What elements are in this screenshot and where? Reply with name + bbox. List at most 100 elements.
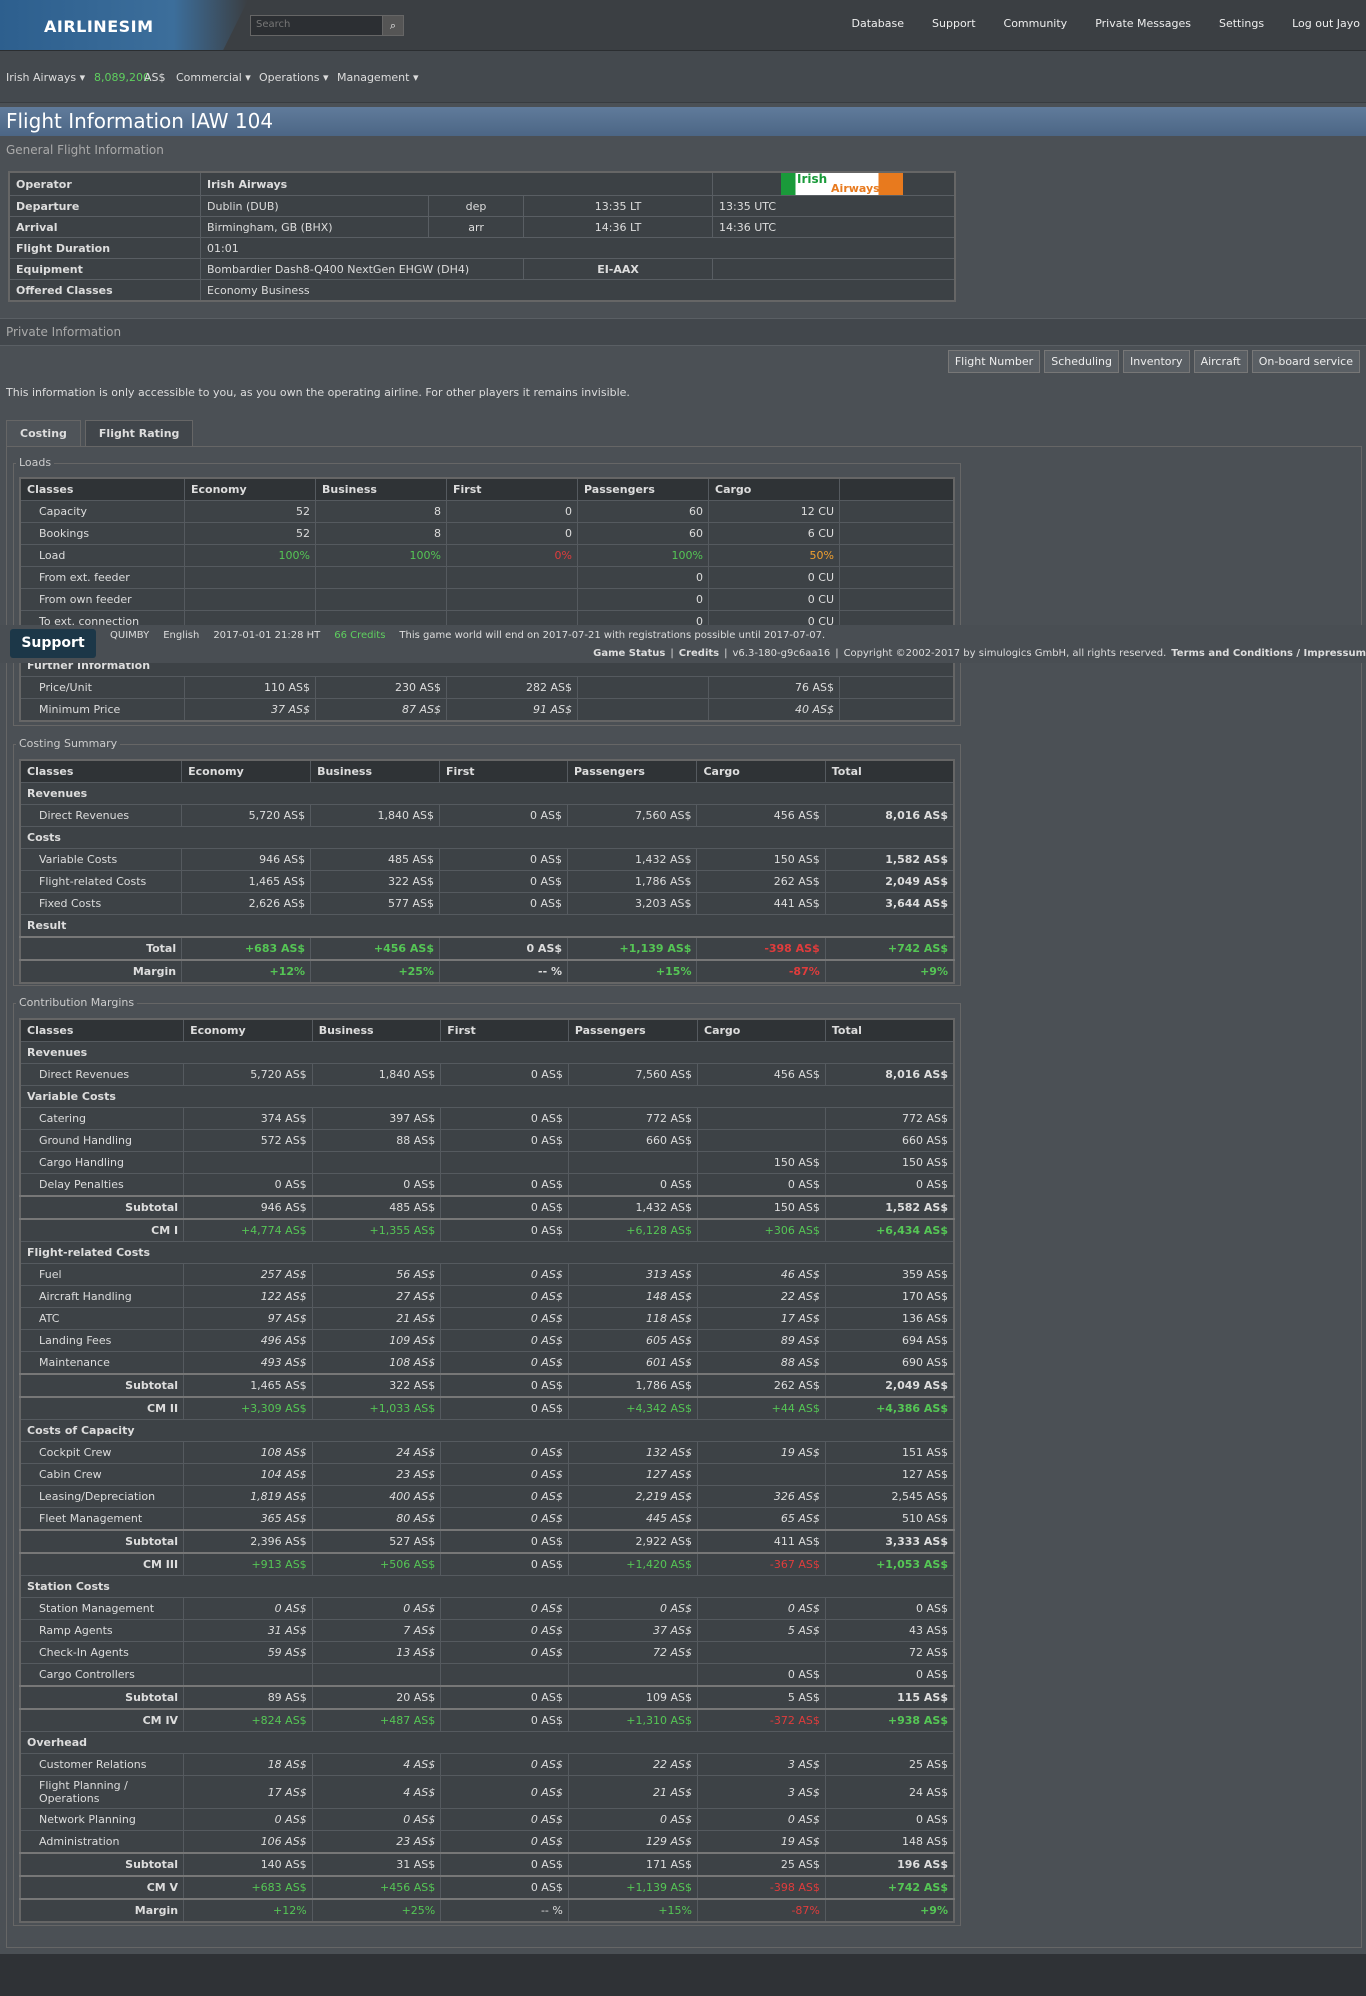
cell: -398 AS$	[697, 1875, 826, 1900]
menu-item[interactable]: Management ▾	[337, 71, 419, 84]
cell: +742 AS$	[824, 936, 955, 961]
search-button[interactable]: ⌕	[382, 15, 404, 36]
cell: 21 AS$	[311, 1307, 442, 1330]
cell: 359 AS$	[824, 1263, 955, 1286]
cell: 0 AS$	[438, 936, 569, 961]
menu-item[interactable]: Settings	[1218, 17, 1265, 30]
cell: 129 AS$	[567, 1830, 699, 1854]
value: Dublin (DUB)	[199, 195, 430, 217]
cell: 7 AS$	[311, 1619, 442, 1642]
column-header: First	[440, 1018, 569, 1042]
menu-item[interactable]: Database	[851, 17, 905, 30]
row: CM II +3,309 AS$ +1,033 AS$ 0 AS$ +4,342 AS$…	[19, 1396, 955, 1420]
cell: 76 AS$	[708, 676, 840, 699]
notice: This game world will end on 2017-07-21 w…	[399, 630, 826, 641]
tab[interactable]: Costing	[6, 420, 81, 446]
status-line: QUIMBY English 2017-01-01 21:28 HT 66 Credi…	[110, 630, 825, 641]
link[interactable]: Game Status	[593, 648, 666, 659]
cell: 0 AS$	[824, 1173, 955, 1197]
menu-item[interactable]: Private Messages	[1095, 17, 1191, 30]
menu-text[interactable]: Management	[337, 71, 410, 84]
cell: 87 AS$	[315, 698, 447, 722]
cell: +1,310 AS$	[567, 1708, 699, 1732]
airline-menu[interactable]: Irish Airways ▾	[6, 71, 86, 84]
menu-item[interactable]: Log out Jayo	[1292, 17, 1360, 30]
fieldset: Contribution Margins	[13, 996, 961, 1926]
cell: 485 AS$	[310, 848, 440, 871]
cell: 5,720 AS$	[183, 1063, 313, 1086]
button[interactable]: Scheduling	[1044, 350, 1120, 373]
cell: 0 AS$	[440, 1708, 569, 1732]
search-box[interactable]: Search	[250, 15, 404, 36]
cell: 0 CU	[708, 566, 840, 589]
cell: 0 AS$	[440, 1373, 569, 1398]
cell: 46 AS$	[697, 1263, 826, 1286]
cell	[567, 1663, 699, 1687]
cell: 132 AS$	[567, 1441, 699, 1464]
column-header	[839, 477, 955, 501]
cell: +742 AS$	[824, 1875, 955, 1900]
user[interactable]: QUIMBY	[110, 630, 150, 641]
page-title: Flight Information IAW 104	[0, 107, 1366, 136]
button[interactable]: Aircraft	[1193, 350, 1248, 373]
credits[interactable]: 66 Credits	[334, 630, 386, 641]
logo[interactable]: AIRLINESIM	[0, 0, 248, 50]
menu-item[interactable]: Operations ▾	[259, 71, 329, 84]
button[interactable]: On-board service	[1251, 350, 1360, 373]
row: Maintenance 493 AS$ 108 AS$ 0 AS$ 601 AS$ 88 …	[19, 1351, 955, 1375]
cell: +44 AS$	[697, 1396, 826, 1420]
menu-item[interactable]: Support	[932, 17, 976, 30]
airline[interactable]: Irish Airways	[6, 71, 77, 84]
button[interactable]: Inventory	[1123, 350, 1190, 373]
row-label: Variable Costs	[19, 848, 183, 871]
row: Subtotal 89 AS$ 20 AS$ 0 AS$ 109 AS$ 5 AS$ 115…	[19, 1685, 955, 1710]
button[interactable]: Flight Number	[947, 350, 1041, 373]
cell: 8,016 AS$	[824, 1063, 955, 1086]
label: Operator	[8, 171, 201, 196]
cell: +1,053 AS$	[824, 1552, 955, 1576]
cell: 1,465 AS$	[183, 1373, 313, 1398]
utc-time: 14:36 UTC	[712, 216, 956, 238]
menu-text[interactable]: Operations	[259, 71, 320, 84]
row-label: From own feeder	[19, 588, 185, 611]
language[interactable]: English	[163, 630, 200, 641]
cell: 0 AS$	[440, 1852, 569, 1877]
row: CM I +4,774 AS$ +1,355 AS$ 0 AS$ +6,128 AS$ +…	[19, 1218, 955, 1242]
cell: +456 AS$	[311, 1875, 442, 1900]
airline-logo: Irish Airways	[781, 172, 904, 195]
cell: 493 AS$	[183, 1351, 313, 1375]
cell: 1,582 AS$	[824, 1195, 955, 1220]
cell	[697, 1107, 826, 1130]
cell: 13 AS$	[311, 1641, 442, 1664]
cell	[311, 1151, 442, 1174]
legal-line: Game Status | Credits | v6.3-180-g9c6aa16 | Co…	[593, 648, 1366, 659]
row-label: Subtotal	[19, 1852, 185, 1877]
row-label: Minimum Price	[19, 698, 185, 722]
cell: 0 AS$	[440, 1552, 569, 1576]
cell: 946 AS$	[183, 1195, 313, 1220]
cell	[315, 588, 447, 611]
row-label: Ramp Agents	[19, 1619, 185, 1642]
cell: 80 AS$	[311, 1507, 442, 1531]
row-label: Aircraft Handling	[19, 1285, 185, 1308]
link[interactable]: Terms and Conditions / Impressum	[1171, 648, 1366, 659]
cell: -372 AS$	[697, 1708, 826, 1732]
link[interactable]: Credits	[678, 648, 720, 659]
legend: Contribution Margins	[16, 996, 138, 1009]
value: Irish Airways	[199, 171, 714, 196]
menu-text[interactable]: Commercial	[176, 71, 242, 84]
top-nav: AIRLINESIM Search ⌕ Database Support Commu…	[0, 0, 1366, 51]
row-label: Customer Relations	[19, 1753, 185, 1776]
tab[interactable]: Flight Rating	[84, 420, 194, 446]
cell: 18 AS$	[183, 1753, 313, 1776]
cell: 0 AS$	[440, 1875, 569, 1900]
support-button[interactable]: Support	[10, 629, 96, 658]
row: Margin +12% +25% -- % +15% -87% +9%	[19, 1898, 955, 1923]
logo-text[interactable]: AIRLINESIM	[44, 17, 154, 36]
registration[interactable]: EI-AAX	[523, 258, 714, 280]
menu-item[interactable]: Commercial ▾	[176, 71, 251, 84]
cell: 21 AS$	[567, 1775, 699, 1809]
menu-item[interactable]: Community	[1003, 17, 1068, 30]
cell	[446, 588, 578, 611]
cell: 37 AS$	[567, 1619, 699, 1642]
